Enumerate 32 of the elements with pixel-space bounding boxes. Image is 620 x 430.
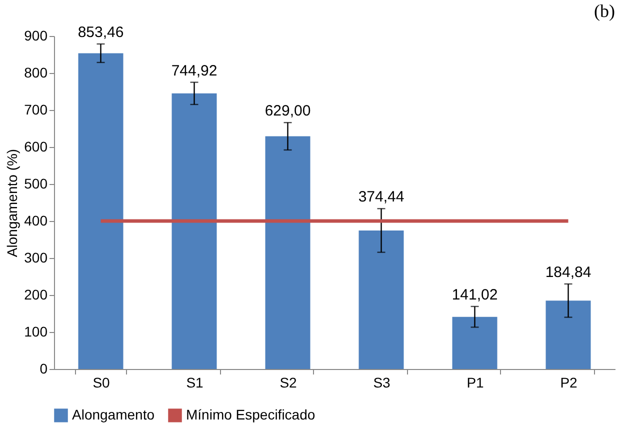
y-axis-title: Alongamento (%) xyxy=(4,148,20,258)
x-tick-label: S1 xyxy=(186,374,204,390)
y-tick-label: 200 xyxy=(24,286,48,302)
bar xyxy=(265,136,310,369)
y-tick-label: 700 xyxy=(24,102,48,118)
data-label: 853,46 xyxy=(78,24,124,41)
x-tick-label: S0 xyxy=(92,374,110,390)
chart-title: (b) xyxy=(594,0,615,21)
y-tick-label: 400 xyxy=(24,212,48,228)
y-tick-label: 500 xyxy=(24,176,48,192)
data-label: 141,02 xyxy=(452,286,498,304)
data-label: 744,92 xyxy=(171,62,218,80)
bar xyxy=(78,53,124,369)
data-label: 184,84 xyxy=(545,264,592,281)
data-label: 374,44 xyxy=(358,188,404,206)
y-tick-label: 0 xyxy=(40,360,48,376)
bar xyxy=(546,300,591,369)
bar xyxy=(358,230,404,369)
legend-label: Alongamento xyxy=(72,406,155,422)
y-tick-label: 100 xyxy=(24,324,48,340)
bar xyxy=(172,93,217,369)
x-tick-label: S2 xyxy=(280,374,298,390)
data-label: 629,00 xyxy=(264,102,311,120)
x-tick-label: P2 xyxy=(560,374,578,390)
y-tick-label: 600 xyxy=(24,138,48,154)
y-tick-label: 300 xyxy=(24,250,48,266)
legend-label: Mínimo Especificado xyxy=(186,406,316,422)
bar xyxy=(452,316,498,369)
y-tick-label: 900 xyxy=(24,28,48,44)
x-tick-label: P1 xyxy=(466,374,484,390)
x-tick-label: S3 xyxy=(373,374,391,390)
y-tick-label: 800 xyxy=(24,64,48,80)
